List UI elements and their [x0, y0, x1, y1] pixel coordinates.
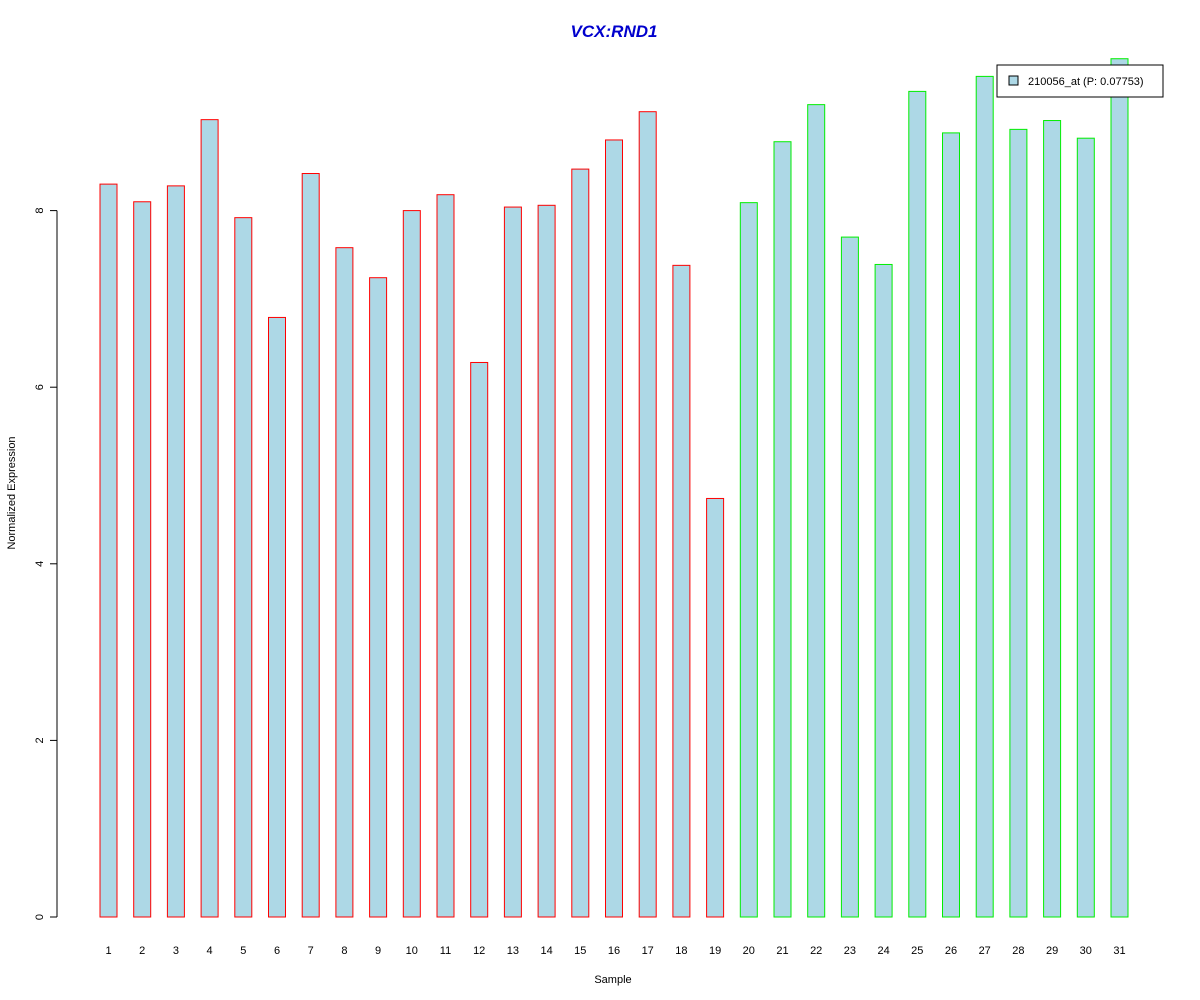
y-axis: 0 2 4 6 8 — [34, 208, 58, 920]
legend-swatch — [1008, 75, 1019, 86]
bar-sample-14 — [537, 204, 556, 918]
legend-box — [996, 64, 1164, 98]
y-axis-label: Normalized Expression — [6, 436, 18, 549]
x-tick-label: 2 — [139, 945, 145, 957]
bar-sample-30 — [1076, 137, 1095, 918]
bars-group — [99, 58, 1129, 918]
bar-sample-27 — [975, 75, 994, 918]
y-tick-label: 8 — [34, 208, 46, 214]
x-tick-label: 13 — [507, 945, 519, 957]
bar-sample-6 — [268, 316, 286, 918]
x-tick-label: 3 — [173, 945, 179, 957]
y-tick-label: 4 — [34, 561, 46, 567]
bar-sample-1 — [99, 183, 118, 918]
x-tick-label: 27 — [979, 945, 991, 957]
x-tick-label: 12 — [473, 945, 485, 957]
bar-sample-22 — [807, 104, 826, 918]
bar-sample-8 — [335, 247, 354, 918]
x-tick-label: 23 — [844, 945, 856, 957]
x-tick-label: 1 — [105, 945, 111, 957]
x-tick-label: 28 — [1012, 945, 1024, 957]
bar-sample-9 — [369, 277, 388, 918]
x-tick-label: 31 — [1113, 945, 1125, 957]
bar-sample-20 — [739, 202, 758, 918]
x-tick-label: 4 — [207, 945, 213, 957]
x-tick-label: 7 — [308, 945, 314, 957]
bar-sample-13 — [503, 206, 522, 918]
bar-sample-23 — [840, 236, 859, 918]
y-tick-label: 0 — [34, 914, 46, 920]
bar-sample-4 — [200, 119, 219, 918]
x-tick-labels: 1 2 3 4 5 6 7 8 9 10 11 12 13 14 15 16 17 18 19 20 21 22 23 24 2… — [105, 945, 1125, 957]
bar-sample-19 — [706, 497, 725, 918]
x-tick-label: 17 — [642, 945, 654, 957]
bar-sample-5 — [234, 217, 253, 918]
bar-sample-18 — [672, 264, 691, 918]
bar-sample-3 — [166, 185, 185, 918]
chart-title: VCX:RND1 — [571, 22, 658, 41]
x-tick-label: 22 — [810, 945, 822, 957]
bar-sample-2 — [133, 201, 152, 918]
x-tick-label: 25 — [911, 945, 923, 957]
x-tick-label: 26 — [945, 945, 957, 957]
x-tick-label: 15 — [574, 945, 586, 957]
bar-sample-7 — [301, 173, 320, 918]
y-tick-label: 2 — [34, 737, 46, 743]
x-tick-label: 11 — [440, 945, 451, 957]
y-tick-label: 6 — [34, 384, 46, 390]
x-tick-label: 14 — [540, 945, 552, 957]
bar-sample-29 — [1043, 120, 1062, 918]
x-tick-label: 6 — [274, 945, 280, 957]
x-tick-label: 19 — [709, 945, 721, 957]
x-tick-label: 29 — [1046, 945, 1058, 957]
bar-sample-11 — [436, 194, 455, 918]
x-tick-label: 18 — [675, 945, 687, 957]
legend-label: 210056_at (P: 0.07753) — [1028, 76, 1144, 88]
bar-sample-21 — [773, 141, 792, 918]
x-tick-label: 5 — [240, 945, 246, 957]
x-tick-label: 30 — [1080, 945, 1092, 957]
bar-sample-15 — [571, 168, 590, 918]
x-tick-label: 20 — [743, 945, 755, 957]
bar-sample-16 — [605, 139, 623, 918]
x-tick-label: 24 — [877, 945, 889, 957]
x-tick-label: 16 — [608, 945, 620, 957]
bar-sample-28 — [1009, 128, 1028, 918]
bar-sample-12 — [470, 361, 489, 918]
bar-sample-17 — [638, 111, 657, 918]
bar-sample-26 — [942, 132, 960, 918]
x-tick-label: 9 — [375, 945, 381, 957]
x-tick-label: 8 — [341, 945, 347, 957]
bar-sample-24 — [874, 263, 893, 918]
x-tick-label: 10 — [406, 945, 418, 957]
legend: 210056_at (P: 0.07753) — [996, 64, 1164, 98]
x-axis-label: Sample — [594, 974, 631, 986]
bar-sample-25 — [908, 90, 927, 918]
x-tick-label: 21 — [776, 945, 788, 957]
bar-sample-10 — [402, 210, 421, 918]
bar-sample-31 — [1110, 58, 1129, 918]
